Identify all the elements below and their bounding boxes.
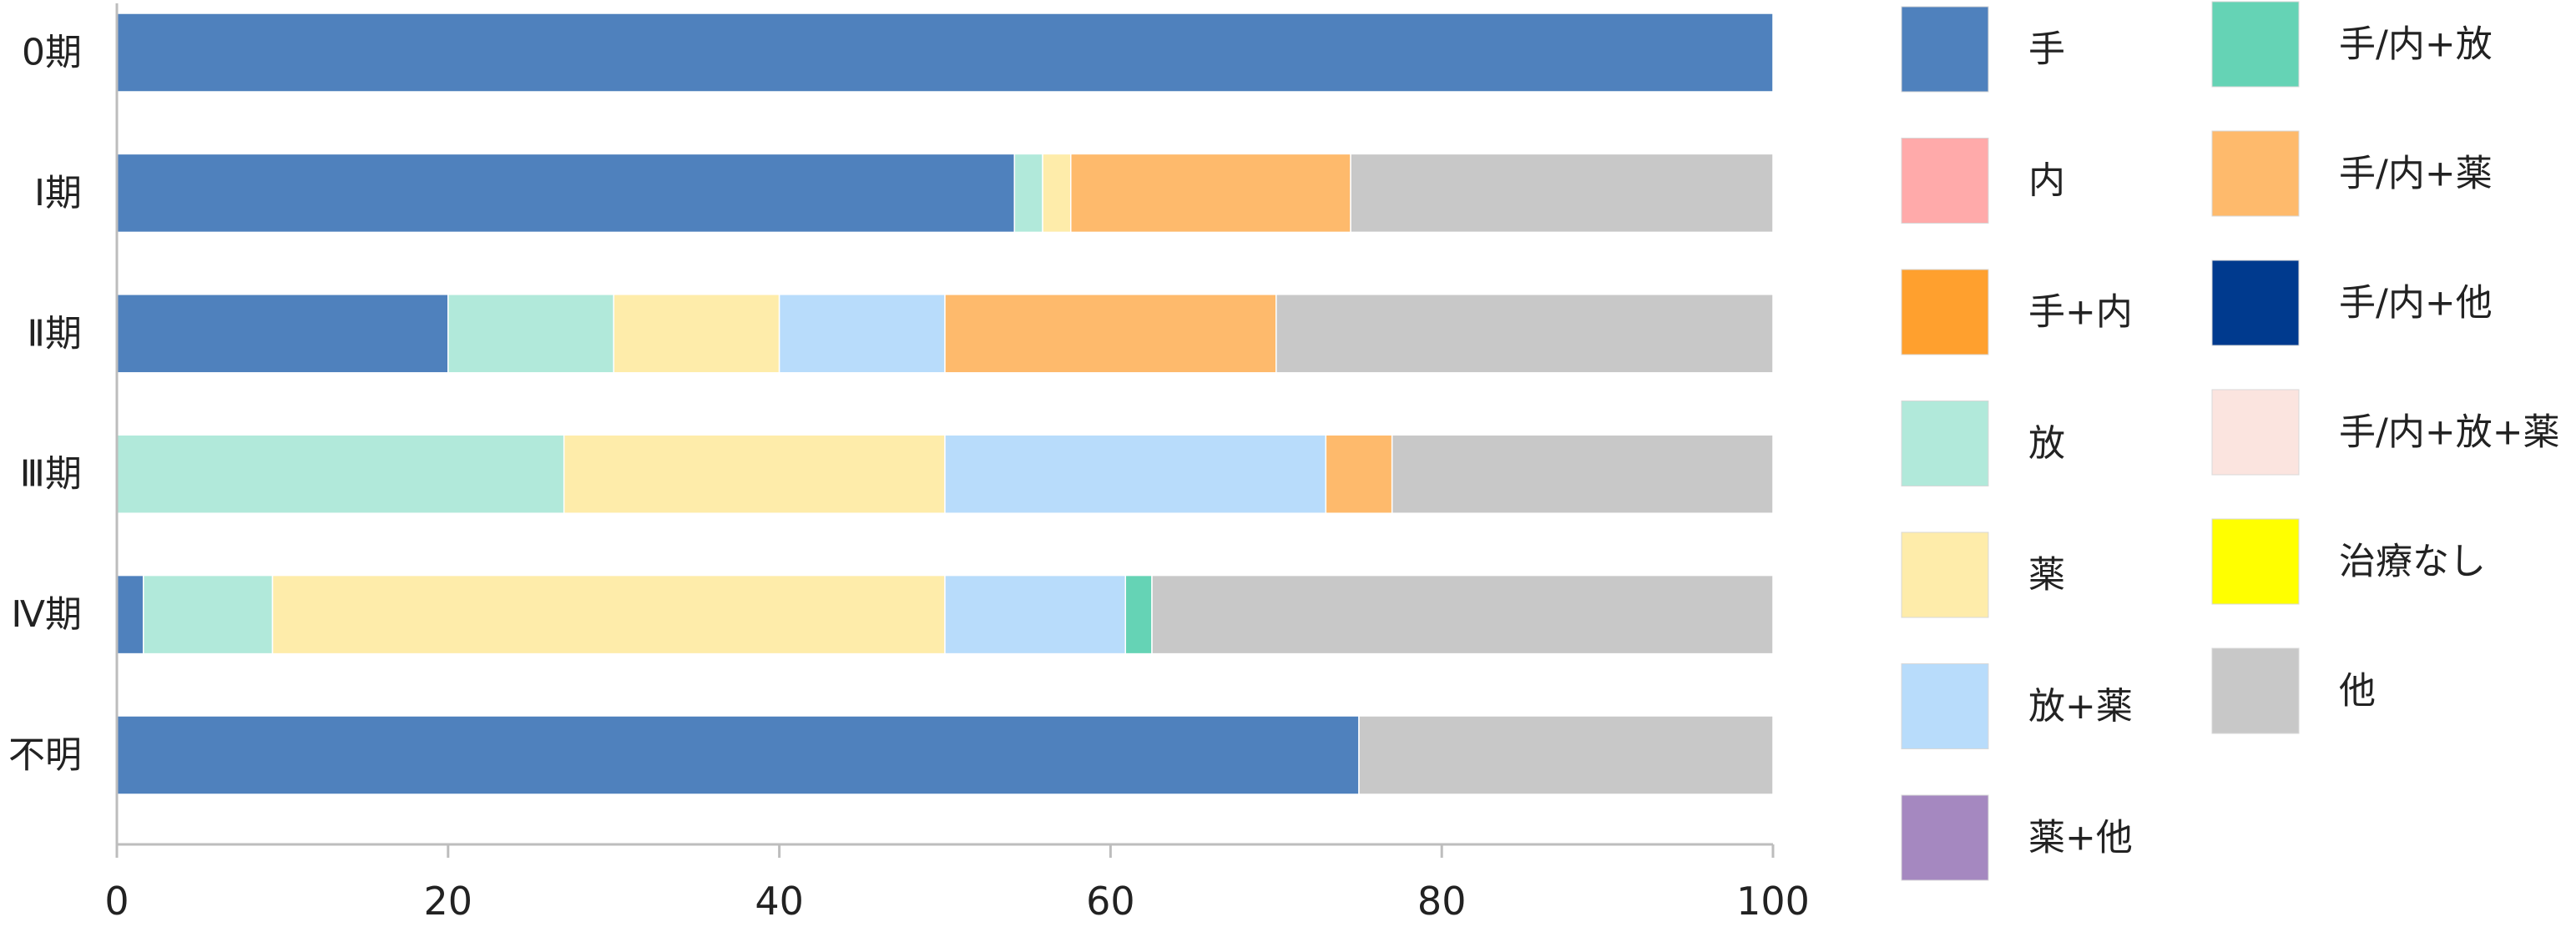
bar-segment-3-5 [944,434,1327,514]
x-tick-label: 80 [1417,879,1467,924]
x-tick-label: 20 [424,879,473,924]
bar-segment-2-3 [447,294,614,374]
legend-label-3: 放 [2028,422,2065,465]
legend-label-1: 内 [2028,159,2065,202]
legend-label-8: 手/内+薬 [2339,153,2493,195]
legend-swatch-11 [2211,518,2300,605]
bar-segment-3-3 [116,434,565,514]
legend-swatch-2 [1901,269,1989,355]
bar-segment-4-0 [116,574,144,655]
x-tick-label: 0 [104,879,129,924]
bar-segment-1-4 [1042,153,1072,234]
legend-swatch-4 [1901,531,1989,618]
bar-segment-3-8 [1325,434,1393,514]
legend-label-2: 手+内 [2028,291,2133,334]
bar-segment-1-3 [1013,153,1043,234]
x-tick-label: 40 [755,879,804,924]
bar-segment-5-0 [116,715,1360,795]
category-label: Ⅱ期 [27,312,82,355]
bar-segment-4-12 [1151,574,1774,655]
category-label: 不明 [8,734,82,777]
legend-label-9: 手/内+他 [2339,282,2493,325]
legend-label-5: 放+薬 [2028,685,2133,728]
legend-swatch-12 [2211,647,2300,734]
bar-segment-2-5 [778,294,946,374]
bar-segment-4-4 [271,574,946,655]
legend-label-0: 手 [2028,28,2065,71]
legend-swatch-5 [1901,663,1989,749]
category-label: Ⅳ期 [11,593,82,636]
bar-segment-2-8 [944,294,1277,374]
bar-segment-3-12 [1391,434,1774,514]
bar-segment-3-4 [563,434,946,514]
category-label: Ⅲ期 [20,453,82,496]
category-label: Ⅰ期 [34,172,82,214]
category-label: 0期 [22,32,82,74]
bar-segment-4-3 [142,574,274,655]
x-tick-label: 60 [1086,879,1135,924]
legend-swatch-3 [1901,401,1989,486]
bar-segment-5-12 [1358,715,1774,795]
bar-segment-1-12 [1350,153,1774,234]
bar-segment-0-0 [116,13,1774,93]
legend-swatch-0 [1901,6,1989,93]
bar-segment-2-12 [1275,294,1774,374]
bar-segment-2-0 [116,294,449,374]
legend-label-11: 治療なし [2339,541,2486,583]
legend-swatch-7 [2211,1,2300,88]
bars-group [116,13,1774,795]
x-tick-label: 100 [1736,879,1810,924]
legend-label-4: 薬 [2028,554,2065,597]
legend-swatch-10 [2211,389,2300,476]
legend-swatch-8 [2211,130,2300,217]
legend-label-12: 他 [2339,670,2376,713]
bar-segment-4-5 [944,574,1127,655]
legend-swatch-1 [1901,138,1989,224]
legend-swatch-9 [2211,259,2300,346]
legend-label-6: 薬+他 [2028,817,2133,859]
bar-segment-4-7 [1124,574,1153,655]
bar-segment-1-0 [116,153,1016,234]
legend-label-10: 手/内+放+薬 [2339,411,2560,454]
bar-segment-2-4 [613,294,780,374]
legend-label-7: 手/内+放 [2339,23,2493,66]
bar-segment-1-8 [1070,153,1351,234]
legend-swatch-6 [1901,794,1989,881]
